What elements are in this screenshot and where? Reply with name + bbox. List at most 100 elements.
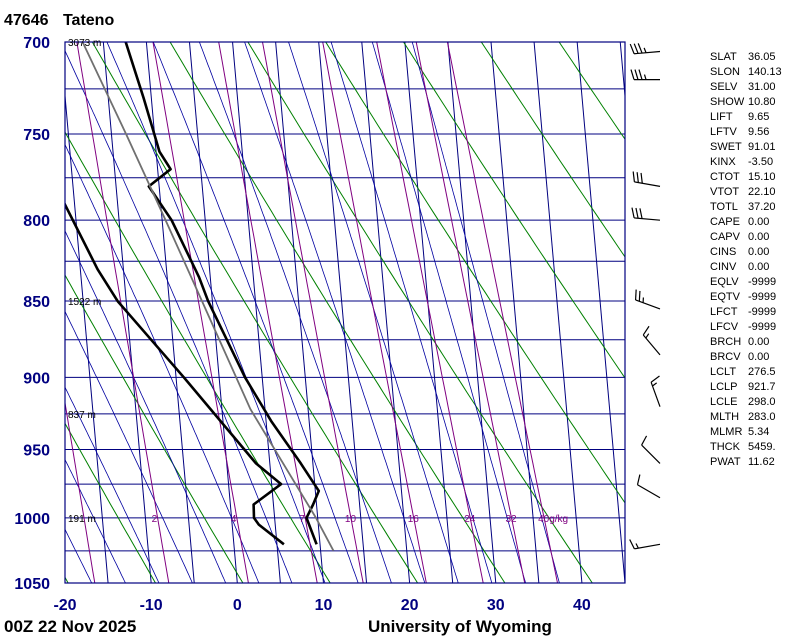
index-key: SLON — [710, 66, 740, 78]
mixing-ratio-line — [65, 399, 96, 583]
wind-barb — [630, 69, 660, 81]
index-key: SLAT — [710, 51, 737, 63]
mixing-ratio-label: 2 — [152, 514, 158, 525]
index-row-lftv: LFTV 9.56 — [710, 125, 782, 140]
index-key: CTOT — [710, 171, 740, 183]
index-row-slat: SLAT 36.05 — [710, 50, 782, 65]
isotherm-line — [0, 42, 22, 583]
index-row-kinx: KINX -3.50 — [710, 155, 782, 170]
pressure-tick-label: 900 — [23, 370, 50, 387]
mixing-ratio-label: 4 — [231, 514, 237, 525]
pressure-tick-label: 1000 — [14, 511, 50, 528]
height-label: 837 m — [68, 410, 96, 421]
moist-adiabat-line — [65, 143, 260, 583]
isotherm-line — [576, 42, 625, 583]
temperature-tick-label: -10 — [140, 597, 163, 614]
wind-barb-shaft — [634, 50, 661, 55]
index-key: LFCV — [710, 321, 739, 333]
index-value: 5459. — [748, 441, 776, 453]
series-line-parcel — [81, 42, 335, 552]
temperature-tick-label: 10 — [315, 597, 333, 614]
wind-barb-feather — [633, 43, 639, 54]
index-row-swet: SWET 91.01 — [710, 140, 782, 155]
wind-barb-shaft — [634, 543, 661, 550]
index-row-lift: LIFT 9.65 — [710, 110, 782, 125]
wind-barb-shaft — [634, 217, 661, 221]
dry-adiabat-line — [786, 32, 800, 583]
index-value: 921.7 — [748, 381, 776, 393]
index-value: 0.00 — [748, 336, 770, 348]
moist-adiabat-line — [244, 42, 426, 583]
index-value: 31.00 — [748, 81, 776, 93]
index-value: 0.00 — [748, 231, 770, 243]
pressure-tick-label: 800 — [23, 213, 50, 230]
index-value: -9999 — [748, 276, 777, 288]
index-value: 15.10 — [748, 171, 776, 183]
index-key: BRCV — [710, 351, 741, 363]
wind-barb-half-feather — [643, 74, 647, 80]
wind-barb-feather — [634, 289, 637, 301]
moist-adiabat-line — [106, 42, 326, 583]
wind-barb-feather — [635, 207, 639, 219]
temperature-tick-label: 0 — [233, 597, 242, 614]
index-row-mlmr: MLMR 5.34 — [710, 425, 782, 440]
index-key: BRCH — [710, 336, 742, 348]
isotherm-line — [404, 42, 454, 583]
wind-barb-shaft — [637, 484, 661, 499]
wind-barb-half-feather — [645, 333, 650, 339]
index-key: LFCT — [710, 306, 738, 318]
index-row-brcv: BRCV 0.00 — [710, 350, 782, 365]
isotherm-line — [490, 42, 540, 583]
temperature-tick-label: 20 — [401, 597, 419, 614]
index-value: 9.65 — [748, 111, 770, 123]
temperature-tick-label: -20 — [53, 597, 76, 614]
index-value: 37.20 — [748, 201, 776, 213]
mixing-ratio-label: 10 — [345, 514, 357, 525]
index-value: 11.62 — [748, 456, 775, 468]
height-label: 191 m — [68, 514, 96, 525]
pressure-tick-label: 850 — [23, 294, 50, 311]
wind-barb-shaft — [642, 334, 661, 356]
index-key: LCLT — [710, 366, 737, 378]
wind-barb-feather — [631, 207, 635, 219]
mixing-ratio-label: 32 — [505, 514, 517, 525]
index-key: LIFT — [710, 111, 733, 123]
moist-adiabat-line — [65, 386, 160, 583]
isotherm-line — [65, 577, 66, 583]
mixing-ratio-label: 7 — [299, 514, 305, 525]
index-row-lclp: LCLP 921.7 — [710, 380, 782, 395]
index-value: 276.5 — [748, 366, 776, 378]
pressure-tick-label: 950 — [23, 442, 50, 459]
isotherm-line — [145, 42, 195, 583]
mixing-ratio-line — [262, 42, 364, 583]
wind-barb — [642, 325, 661, 356]
index-value: 36.05 — [748, 51, 776, 63]
index-value: 140.13 — [748, 66, 782, 78]
index-value: 0.00 — [748, 261, 770, 273]
index-row-lclt: LCLT 276.5 — [710, 365, 782, 380]
wind-barb — [629, 43, 661, 55]
index-key: SHOW — [710, 96, 745, 108]
station-header: 47646 Tateno — [4, 12, 114, 30]
moist-adiabat-line — [371, 42, 527, 583]
index-key: MLTH — [710, 411, 740, 423]
mixing-ratio-label: 40g/kg — [538, 514, 568, 525]
index-value: 9.56 — [748, 126, 770, 138]
dry-adiabat-line — [325, 42, 625, 504]
index-value: 22.10 — [748, 186, 776, 198]
wind-barb-half-feather — [643, 47, 647, 53]
mixing-ratio-line — [218, 42, 318, 583]
height-label: 3073 m — [68, 38, 101, 49]
index-key: CINS — [710, 246, 737, 258]
index-value: -9999 — [748, 321, 777, 333]
index-value: -3.50 — [748, 156, 774, 168]
wind-barb-shaft — [635, 299, 661, 310]
dry-adiabat-line — [480, 42, 625, 258]
temperature-tick-label: 40 — [573, 597, 591, 614]
wind-barb-shaft — [634, 181, 661, 187]
index-key: CAPV — [710, 231, 740, 243]
index-value: 0.00 — [748, 351, 770, 363]
moist-adiabat-line — [65, 310, 193, 583]
series-line-temperature — [124, 42, 321, 545]
index-value: 0.00 — [748, 216, 770, 228]
